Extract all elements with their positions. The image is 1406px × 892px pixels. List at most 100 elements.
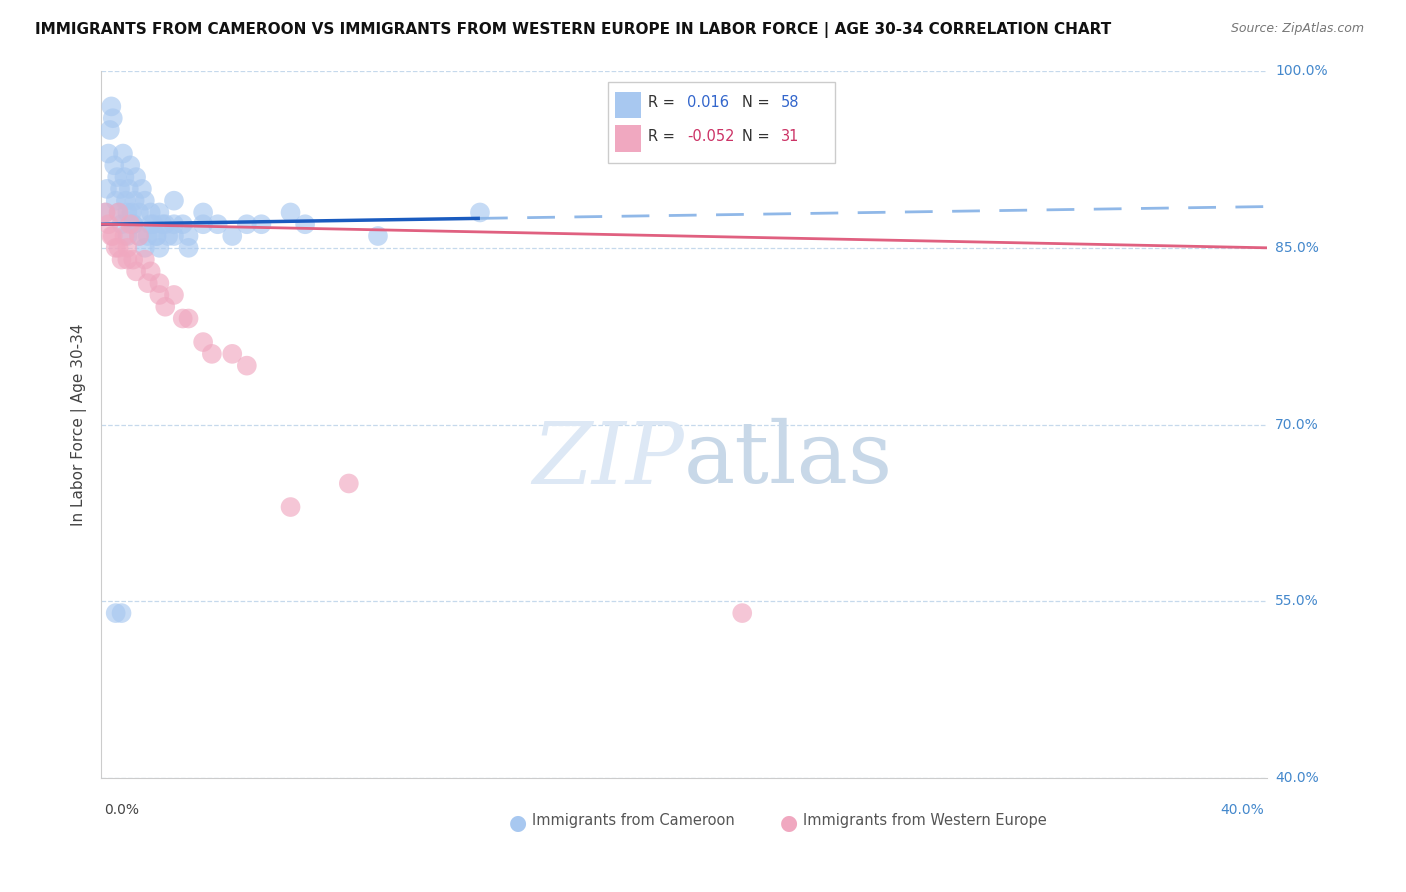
- Point: [122, 217, 145, 231]
- Point: [101, 229, 124, 244]
- Point: [125, 264, 148, 278]
- Text: atlas: atlas: [683, 418, 893, 501]
- Point: [201, 347, 224, 361]
- Point: [104, 241, 127, 255]
- Point: [163, 194, 186, 208]
- Text: -0.052: -0.052: [688, 128, 735, 144]
- Point: [117, 241, 139, 255]
- Text: ZIP: ZIP: [531, 418, 683, 501]
- Point: [139, 217, 162, 231]
- FancyBboxPatch shape: [616, 92, 641, 119]
- Point: [122, 217, 145, 231]
- FancyBboxPatch shape: [609, 82, 835, 163]
- Point: [94, 205, 117, 219]
- Point: [191, 217, 214, 231]
- Point: [94, 205, 117, 219]
- Text: 31: 31: [780, 128, 799, 144]
- Point: [236, 217, 259, 231]
- Point: [134, 194, 156, 208]
- Point: [110, 252, 132, 267]
- Point: [110, 606, 132, 620]
- Text: 70.0%: 70.0%: [1275, 417, 1319, 432]
- Point: [114, 170, 136, 185]
- Text: N =: N =: [742, 95, 770, 111]
- Point: [221, 229, 243, 244]
- Point: [221, 347, 243, 361]
- FancyBboxPatch shape: [616, 125, 641, 152]
- Text: 0.0%: 0.0%: [104, 803, 139, 817]
- Point: [163, 217, 186, 231]
- Text: 55.0%: 55.0%: [1275, 594, 1319, 608]
- Point: [125, 170, 148, 185]
- Text: 100.0%: 100.0%: [1275, 64, 1327, 78]
- Point: [107, 241, 129, 255]
- Point: [110, 217, 132, 231]
- Text: Source: ZipAtlas.com: Source: ZipAtlas.com: [1230, 22, 1364, 36]
- Point: [115, 194, 138, 208]
- Point: [468, 205, 491, 219]
- Y-axis label: In Labor Force | Age 30-34: In Labor Force | Age 30-34: [72, 323, 87, 525]
- Point: [177, 229, 200, 244]
- Point: [236, 359, 259, 373]
- Point: [148, 241, 170, 255]
- Point: [118, 182, 141, 196]
- Text: 0.016: 0.016: [688, 95, 730, 111]
- Point: [150, 217, 173, 231]
- Point: [122, 252, 145, 267]
- Text: 40.0%: 40.0%: [1220, 803, 1264, 817]
- Point: [294, 217, 316, 231]
- Point: [136, 229, 159, 244]
- Point: [131, 182, 153, 196]
- Point: [136, 276, 159, 290]
- Point: [177, 241, 200, 255]
- Point: [177, 311, 200, 326]
- Point: [280, 205, 302, 219]
- Point: [107, 205, 129, 219]
- Point: [134, 252, 156, 267]
- Point: [155, 300, 177, 314]
- Text: R =: R =: [648, 95, 675, 111]
- Point: [731, 606, 754, 620]
- Point: [163, 288, 186, 302]
- Point: [148, 288, 170, 302]
- Point: [139, 205, 162, 219]
- Point: [163, 229, 186, 244]
- Point: [97, 146, 120, 161]
- Text: IMMIGRANTS FROM CAMEROON VS IMMIGRANTS FROM WESTERN EUROPE IN LABOR FORCE | AGE : IMMIGRANTS FROM CAMEROON VS IMMIGRANTS F…: [35, 22, 1111, 38]
- Point: [191, 205, 214, 219]
- Text: Immigrants from Western Europe: Immigrants from Western Europe: [803, 814, 1046, 829]
- Text: N =: N =: [742, 128, 770, 144]
- Point: [139, 264, 162, 278]
- Point: [101, 112, 124, 126]
- Point: [172, 311, 194, 326]
- Text: ●: ●: [780, 814, 799, 833]
- Point: [114, 229, 136, 244]
- Point: [337, 476, 360, 491]
- Point: [142, 217, 165, 231]
- Point: [100, 99, 122, 113]
- Point: [250, 217, 273, 231]
- Point: [104, 606, 127, 620]
- Point: [367, 229, 389, 244]
- Text: Immigrants from Cameroon: Immigrants from Cameroon: [533, 814, 735, 829]
- Point: [100, 229, 122, 244]
- Text: R =: R =: [648, 128, 675, 144]
- Point: [117, 252, 139, 267]
- Text: ●: ●: [509, 814, 527, 833]
- Point: [111, 146, 134, 161]
- Point: [128, 205, 150, 219]
- Point: [148, 205, 170, 219]
- Point: [148, 276, 170, 290]
- Point: [96, 182, 118, 196]
- Point: [128, 229, 150, 244]
- Point: [280, 500, 302, 514]
- Point: [191, 334, 214, 349]
- Point: [120, 217, 142, 231]
- Point: [120, 158, 142, 172]
- Point: [98, 123, 121, 137]
- Point: [157, 229, 180, 244]
- Text: 58: 58: [780, 95, 799, 111]
- Point: [103, 158, 125, 172]
- Point: [207, 217, 229, 231]
- Point: [128, 229, 150, 244]
